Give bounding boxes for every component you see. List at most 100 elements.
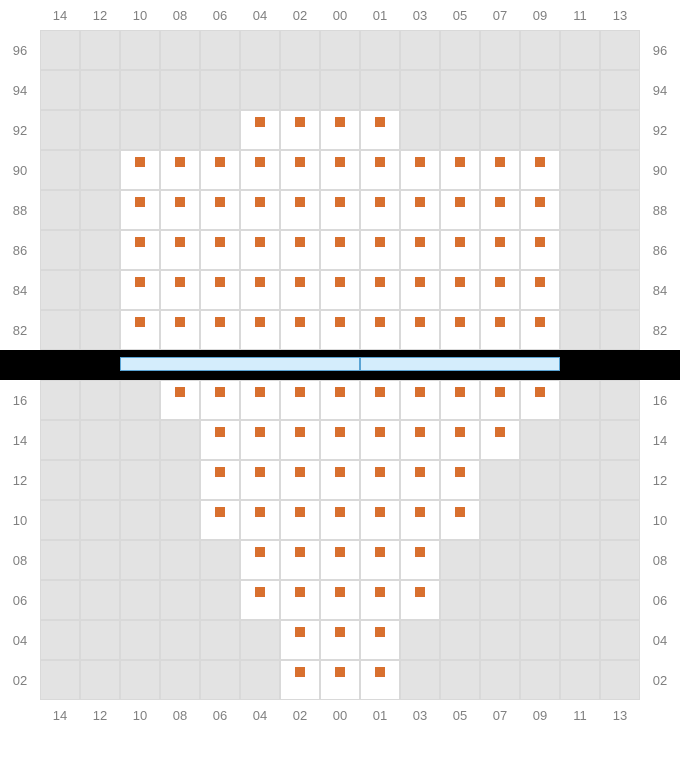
rack-cell[interactable] [400, 580, 440, 620]
rack-cell[interactable] [320, 150, 360, 190]
rack-cell[interactable] [320, 380, 360, 420]
rack-cell[interactable] [160, 270, 200, 310]
rack-cell[interactable] [240, 420, 280, 460]
rack-cell[interactable] [200, 500, 240, 540]
rack-cell[interactable] [280, 190, 320, 230]
rack-cell[interactable] [160, 150, 200, 190]
rack-cell[interactable] [440, 230, 480, 270]
rack-cell[interactable] [360, 150, 400, 190]
rack-cell[interactable] [440, 310, 480, 350]
rack-cell[interactable] [240, 270, 280, 310]
rack-cell[interactable] [320, 660, 360, 700]
rack-cell[interactable] [440, 270, 480, 310]
rack-cell[interactable] [120, 190, 160, 230]
rack-cell[interactable] [280, 580, 320, 620]
rack-cell[interactable] [400, 310, 440, 350]
rack-cell[interactable] [240, 500, 280, 540]
rack-cell[interactable] [240, 190, 280, 230]
rack-cell[interactable] [480, 380, 520, 420]
rack-cell[interactable] [520, 310, 560, 350]
rack-cell[interactable] [200, 380, 240, 420]
rack-cell[interactable] [280, 110, 320, 150]
rack-cell[interactable] [400, 500, 440, 540]
rack-cell[interactable] [480, 190, 520, 230]
rack-cell[interactable] [400, 540, 440, 580]
rack-cell[interactable] [240, 540, 280, 580]
rack-cell[interactable] [360, 540, 400, 580]
rack-cell[interactable] [480, 310, 520, 350]
rack-cell[interactable] [400, 150, 440, 190]
rack-cell[interactable] [280, 380, 320, 420]
rack-cell[interactable] [240, 110, 280, 150]
rack-cell[interactable] [360, 190, 400, 230]
rack-cell[interactable] [120, 310, 160, 350]
rack-cell[interactable] [440, 460, 480, 500]
rack-cell[interactable] [480, 270, 520, 310]
rack-cell[interactable] [280, 660, 320, 700]
rack-cell[interactable] [400, 380, 440, 420]
rack-cell[interactable] [320, 540, 360, 580]
rack-cell[interactable] [120, 150, 160, 190]
rack-cell[interactable] [240, 150, 280, 190]
rack-cell[interactable] [200, 230, 240, 270]
rack-cell[interactable] [160, 310, 200, 350]
rack-cell[interactable] [360, 380, 400, 420]
rack-cell[interactable] [320, 620, 360, 660]
rack-cell[interactable] [120, 230, 160, 270]
rack-cell[interactable] [320, 190, 360, 230]
rack-cell[interactable] [200, 150, 240, 190]
rack-cell[interactable] [240, 380, 280, 420]
rack-cell[interactable] [200, 420, 240, 460]
rack-cell[interactable] [280, 150, 320, 190]
rack-cell[interactable] [320, 310, 360, 350]
rack-cell[interactable] [440, 190, 480, 230]
rack-cell[interactable] [280, 310, 320, 350]
rack-cell[interactable] [240, 230, 280, 270]
rack-cell[interactable] [240, 580, 280, 620]
rack-cell[interactable] [360, 270, 400, 310]
rack-cell[interactable] [320, 500, 360, 540]
rack-cell[interactable] [360, 420, 400, 460]
rack-cell[interactable] [360, 110, 400, 150]
rack-cell[interactable] [400, 190, 440, 230]
rack-cell[interactable] [400, 460, 440, 500]
rack-cell[interactable] [360, 460, 400, 500]
rack-cell[interactable] [200, 460, 240, 500]
rack-cell[interactable] [480, 150, 520, 190]
rack-cell[interactable] [360, 500, 400, 540]
rack-cell[interactable] [360, 660, 400, 700]
rack-cell[interactable] [360, 620, 400, 660]
rack-cell[interactable] [400, 230, 440, 270]
rack-cell[interactable] [440, 380, 480, 420]
rack-cell[interactable] [400, 270, 440, 310]
rack-cell[interactable] [520, 270, 560, 310]
rack-cell[interactable] [320, 230, 360, 270]
rack-cell[interactable] [360, 230, 400, 270]
rack-cell[interactable] [280, 620, 320, 660]
rack-cell[interactable] [280, 500, 320, 540]
rack-cell[interactable] [280, 460, 320, 500]
rack-cell[interactable] [160, 380, 200, 420]
rack-cell[interactable] [360, 310, 400, 350]
rack-cell[interactable] [200, 190, 240, 230]
rack-cell[interactable] [480, 420, 520, 460]
rack-cell[interactable] [160, 190, 200, 230]
rack-cell[interactable] [280, 540, 320, 580]
rack-cell[interactable] [440, 420, 480, 460]
rack-cell[interactable] [520, 190, 560, 230]
rack-cell[interactable] [320, 110, 360, 150]
rack-cell[interactable] [440, 500, 480, 540]
rack-cell[interactable] [280, 270, 320, 310]
rack-cell[interactable] [200, 310, 240, 350]
rack-cell[interactable] [480, 230, 520, 270]
rack-cell[interactable] [400, 420, 440, 460]
rack-cell[interactable] [320, 580, 360, 620]
rack-cell[interactable] [360, 580, 400, 620]
rack-cell[interactable] [320, 460, 360, 500]
rack-cell[interactable] [280, 420, 320, 460]
rack-cell[interactable] [320, 270, 360, 310]
rack-cell[interactable] [280, 230, 320, 270]
rack-cell[interactable] [440, 150, 480, 190]
rack-cell[interactable] [520, 150, 560, 190]
rack-cell[interactable] [240, 460, 280, 500]
